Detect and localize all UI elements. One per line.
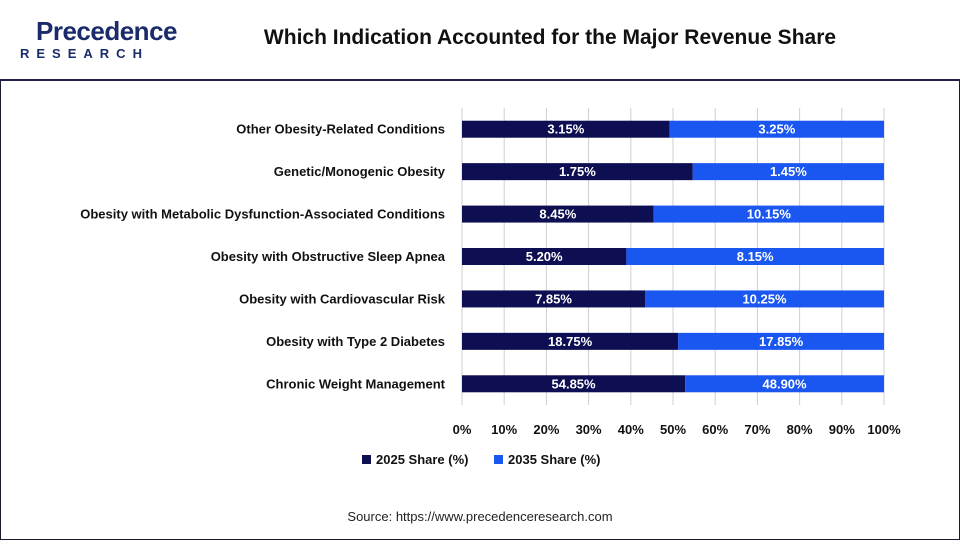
legend-item-2025: 2025 Share (%) [362, 452, 469, 467]
bar-2025 [462, 375, 686, 393]
category-label: Obesity with Type 2 Diabetes [266, 334, 445, 349]
data-label-2035: 10.15% [747, 207, 792, 222]
bar-2035 [678, 332, 884, 350]
legend-item-2035: 2035 Share (%) [494, 452, 601, 467]
source-note: Source: https://www.precedenceresearch.c… [347, 509, 613, 524]
x-tick-label: 60% [702, 422, 728, 437]
x-tick-label: 10% [491, 422, 517, 437]
x-tick-label: 50% [660, 422, 686, 437]
data-label-2035: 10.25% [742, 291, 787, 306]
category-label: Obesity with Obstructive Sleep Apnea [211, 249, 446, 264]
bar-2025 [462, 290, 646, 308]
data-label-2025: 18.75% [548, 334, 593, 349]
x-tick-label: 100% [867, 422, 901, 437]
data-label-2035: 48.90% [763, 376, 808, 391]
bar-2025 [462, 248, 627, 265]
category-label: Genetic/Monogenic Obesity [274, 164, 446, 179]
header-divider [0, 79, 960, 81]
bar-2025 [462, 163, 693, 181]
legend-label-2025: 2025 Share (%) [376, 452, 469, 467]
bar-2025 [462, 120, 670, 138]
data-label-2025: 7.85% [535, 291, 572, 306]
legend-label-2035: 2035 Share (%) [508, 452, 601, 467]
bar-2025 [462, 205, 654, 223]
category-label: Chronic Weight Management [266, 376, 446, 391]
data-label-2035: 8.15% [737, 249, 774, 264]
bar-2035 [692, 163, 884, 181]
bar-chart: 0% 10% 20% 30% 40% 50% 60% 70% 80% 90% 100% 3.15% 3.… [80, 108, 901, 437]
x-tick-label: 90% [829, 422, 855, 437]
x-tick-label: 70% [744, 422, 770, 437]
category-label: Obesity with Metabolic Dysfunction-Assoc… [80, 207, 445, 222]
bar-2035 [685, 375, 884, 393]
legend-swatch-2035 [494, 455, 503, 464]
data-label-2035: 17.85% [759, 334, 804, 349]
x-tick-label: 30% [576, 422, 602, 437]
data-label-2025: 8.45% [539, 207, 576, 222]
bar-2035 [626, 248, 884, 265]
header: Precedence RESEARCH Which Indication Acc… [0, 0, 960, 80]
data-label-2035: 1.45% [770, 164, 807, 179]
bar-2035 [653, 205, 884, 223]
x-tick-label: 40% [618, 422, 644, 437]
x-tick-label: 0% [453, 422, 472, 437]
data-label-2035: 3.25% [758, 122, 795, 137]
bar-2025 [462, 332, 679, 350]
x-tick-label: 20% [533, 422, 559, 437]
data-label-2025: 1.75% [559, 164, 596, 179]
data-label-2025: 54.85% [552, 376, 597, 391]
bar-2035 [645, 290, 884, 308]
data-label-2025: 5.20% [526, 249, 563, 264]
data-label-2025: 3.15% [547, 122, 584, 137]
category-label: Obesity with Cardiovascular Risk [239, 291, 446, 306]
brand-logo: Precedence RESEARCH [18, 16, 177, 66]
legend: 2025 Share (%) 2035 Share (%) [0, 452, 960, 472]
logo-subtitle: RESEARCH [20, 46, 149, 61]
legend-swatch-2025 [362, 455, 371, 464]
x-tick-label: 80% [787, 422, 813, 437]
chart-title: Which Indication Accounted for the Major… [263, 26, 837, 49]
category-label: Other Obesity-Related Conditions [236, 122, 445, 137]
bar-2035 [669, 120, 884, 138]
logo-wordmark: Precedence [36, 16, 177, 46]
